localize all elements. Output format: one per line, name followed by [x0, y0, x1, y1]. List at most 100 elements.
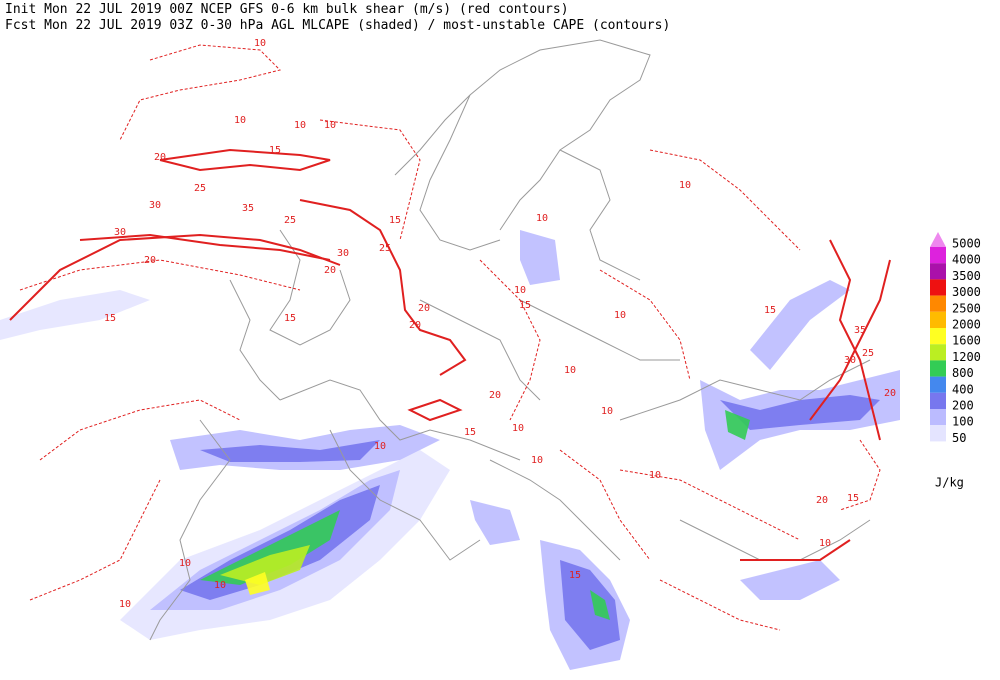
contour-label: 20 [324, 265, 336, 276]
legend-label: 200 [952, 399, 974, 413]
contour-label: 10 [234, 115, 246, 126]
shear-contour [9, 233, 341, 321]
cape-area [590, 590, 610, 620]
shear-contour [29, 479, 161, 601]
shear-contour [649, 149, 801, 251]
contour-label: 20 [816, 495, 828, 506]
shear-contour [599, 269, 691, 381]
legend-label: 1600 [952, 334, 981, 348]
contour-label: 30 [114, 227, 126, 238]
shear-contour [159, 148, 331, 172]
legend-swatch [930, 376, 946, 393]
cape-area [740, 560, 840, 600]
legend-swatch [930, 360, 946, 377]
cape-area [0, 290, 150, 340]
shear-contour [619, 469, 801, 541]
legend-label: 3500 [952, 269, 981, 283]
contour-label: 10 [531, 455, 543, 466]
contour-label: 20 [884, 388, 896, 399]
contour-label: 10 [649, 470, 661, 481]
coastlines [149, 39, 871, 641]
legend-swatch [930, 279, 946, 296]
contour-label: 15 [764, 305, 776, 316]
contour-label: 10 [119, 599, 131, 610]
cape-area [725, 410, 750, 440]
legend-swatch [930, 328, 946, 345]
shear-contour [829, 239, 881, 441]
contour-label: 10 [214, 580, 226, 591]
shear-contour [319, 119, 421, 241]
contour-label: 15 [389, 215, 401, 226]
cape-area [245, 572, 270, 595]
contour-label: 25 [284, 215, 296, 226]
legend-label: 800 [952, 366, 974, 380]
cape-area [720, 395, 880, 430]
legend-label: 5000 [952, 237, 981, 251]
legend-label: 2000 [952, 318, 981, 332]
legend-label: 400 [952, 382, 974, 396]
contour-label: 10 [324, 120, 336, 131]
legend-swatch [930, 311, 946, 328]
contour-label: 20 [144, 255, 156, 266]
contour-label: 15 [519, 300, 531, 311]
legend-label: 3000 [952, 285, 981, 299]
legend-swatch [930, 392, 946, 409]
header-line-2: Fcst Mon 22 JUL 2019 03Z 0-30 hPa AGL ML… [5, 18, 670, 33]
contour-label: 10 [536, 213, 548, 224]
shear-contour [809, 259, 891, 421]
legend-label: 1200 [952, 350, 981, 364]
legend-label: 100 [952, 415, 974, 429]
contour-label: 10 [614, 310, 626, 321]
cape-shading [0, 230, 900, 670]
contour-label: 10 [819, 538, 831, 549]
legend-swatch [930, 425, 946, 442]
header-line-1: Init Mon 22 JUL 2019 00Z NCEP GFS 0-6 km… [5, 2, 569, 17]
legend-label: 50 [952, 431, 966, 445]
cape-area [520, 230, 560, 285]
cape-area [200, 510, 340, 585]
contour-label: 30 [844, 355, 856, 366]
cape-area [750, 280, 850, 370]
contour-label: 15 [269, 145, 281, 156]
shear-contour [479, 259, 541, 421]
contour-label: 10 [514, 285, 526, 296]
legend-swatch [930, 295, 946, 312]
cape-area [200, 440, 380, 462]
legend-swatch [930, 344, 946, 361]
shear-contour [839, 439, 881, 511]
contour-label: 15 [847, 493, 859, 504]
legend-swatch [930, 409, 946, 426]
contour-label: 10 [254, 38, 266, 49]
contour-label: 35 [242, 203, 254, 214]
shear-contour [119, 44, 281, 141]
legend-label: 2500 [952, 301, 981, 315]
legend: 5000 4000 3500 3000 2500 2000 1600 1200 800 400 20… [930, 232, 981, 445]
contour-label: 10 [601, 406, 613, 417]
contour-label: 10 [679, 180, 691, 191]
contour-label: 10 [512, 423, 524, 434]
shear-contours [9, 44, 891, 631]
contour-label: 30 [337, 248, 349, 259]
legend-label: 4000 [952, 253, 981, 267]
contour-label: 15 [104, 313, 116, 324]
contour-label: 25 [379, 243, 391, 254]
contour-label: 25 [862, 348, 874, 359]
contour-label: 20 [418, 303, 430, 314]
contour-label: 20 [489, 390, 501, 401]
shear-contour [19, 259, 301, 291]
contour-label: 10 [179, 558, 191, 569]
contour-label: 10 [374, 441, 386, 452]
contour-label: 10 [294, 120, 306, 131]
shear-contour [79, 233, 331, 261]
shear-contour [740, 539, 851, 561]
shear-contour [659, 579, 781, 631]
contour-label: 15 [569, 570, 581, 581]
contour-label: 30 [149, 200, 161, 211]
shear-contour [559, 449, 651, 561]
legend-swatch [930, 232, 946, 247]
contour-label: 20 [409, 320, 421, 331]
contour-label: 15 [284, 313, 296, 324]
